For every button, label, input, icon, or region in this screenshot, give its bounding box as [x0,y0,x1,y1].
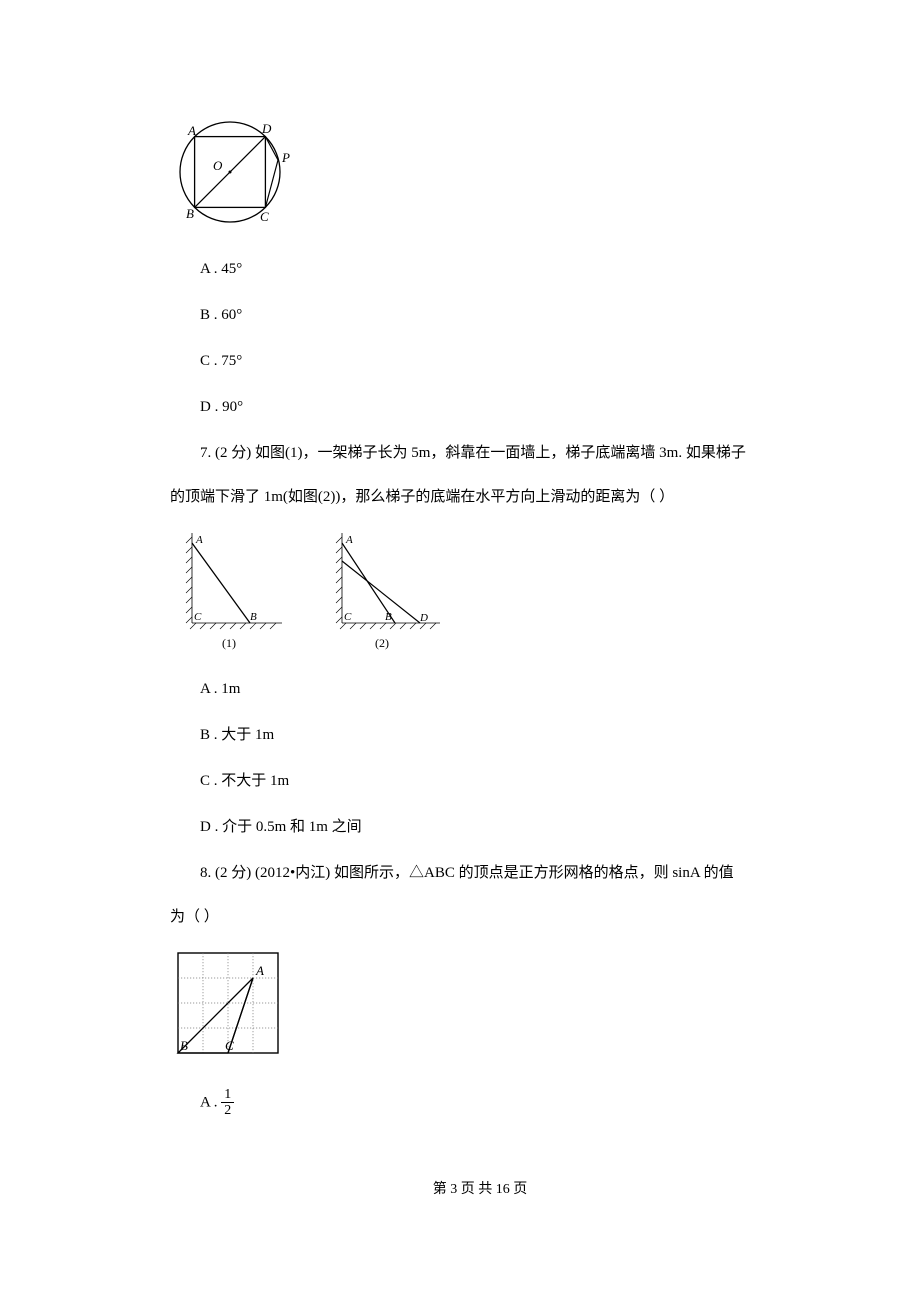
q8-label-C: C [225,1038,234,1053]
label-O: O [213,158,223,173]
q7-option-B: B . 大于 1m [200,723,790,747]
q6-option-C: C . 75° [200,349,790,373]
q7-option-A: A . 1m [200,677,790,701]
q6-figure: A D B C P O [170,110,790,235]
page: A D B C P O A . 45° B . 60° C . 75° D . … [0,0,920,1241]
q7-label-B2: B [385,611,392,623]
q7-label-C1: C [194,611,202,623]
q8-stem-line2: 为（ ） [170,905,790,929]
q8-option-A: A . 1 2 [200,1087,790,1119]
q7-caption-1: (1) [222,636,236,650]
q7-stem-line2: 的顶端下滑了 1m(如图(2))，那么梯子的底端在水平方向上滑动的距离为（ ） [170,485,790,509]
q8-label-A: A [255,963,264,978]
q7-caption-2: (2) [375,636,389,650]
q6-option-B: B . 60° [200,303,790,327]
page-footer: 第 3 页 共 16 页 [170,1179,790,1201]
q7-label-A2: A [345,534,353,546]
fraction-denominator: 2 [221,1103,234,1118]
q8-label-B: B [180,1038,188,1053]
q6-option-D: D . 90° [200,395,790,419]
grid-triangle-diagram: A B C [170,945,290,1065]
label-B: B [186,206,194,221]
label-P: P [281,150,290,165]
q7-figure: A C B (1) [170,525,790,655]
q8-figure: A B C [170,945,790,1065]
q7-option-D: D . 介于 0.5m 和 1m 之间 [200,815,790,839]
q6-option-A: A . 45° [200,257,790,281]
q8-stem-line1: 8. (2 分) (2012•内江) 如图所示，△ABC 的顶点是正方形网格的格… [170,861,790,885]
label-A: A [187,123,196,138]
label-D: D [261,121,272,136]
q7-label-A1: A [195,534,203,546]
fraction-numerator: 1 [221,1087,234,1103]
q7-label-C2: C [344,611,352,623]
q7-label-B1: B [250,611,257,623]
ladder-diagram: A C B (1) [170,525,450,655]
q7-option-C: C . 不大于 1m [200,769,790,793]
label-C: C [260,209,269,224]
fraction-1-over-2: 1 2 [221,1087,234,1119]
q8-option-A-prefix: A . [200,1094,221,1110]
circle-square-diagram: A D B C P O [170,110,300,235]
q7-stem-line1: 7. (2 分) 如图(1)，一架梯子长为 5m，斜靠在一面墙上，梯子底端离墙 … [170,441,790,465]
q7-label-D2: D [419,612,428,624]
